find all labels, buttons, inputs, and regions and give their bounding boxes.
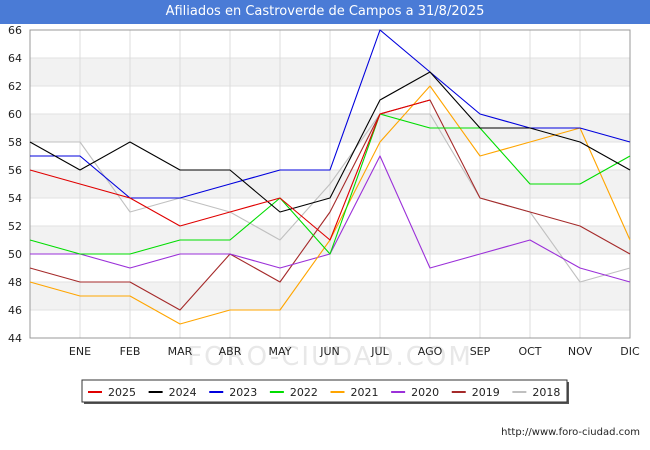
y-tick-label: 54: [8, 192, 22, 205]
y-tick-label: 56: [8, 164, 22, 177]
x-axis-ticks: ENE FEB MAR ABR MAY JUN JUL AGO SEP OCT NOV DIC: [69, 345, 640, 358]
legend-label-2021: 2021: [351, 386, 379, 399]
y-axis-ticks: 44 46 48 50 52 54 56 58 60 62 64 66: [8, 24, 22, 345]
chart-title: Afiliados en Castroverde de Campos a 31/…: [0, 0, 650, 24]
y-tick-label: 60: [8, 108, 22, 121]
source-url: http://www.foro-ciudad.com: [501, 427, 640, 438]
x-tick-label: JUL: [370, 345, 389, 358]
x-tick-label: MAY: [269, 345, 292, 358]
series-line-2019: [29, 99, 631, 311]
x-tick-label: JUN: [319, 345, 340, 358]
legend-box: [81, 379, 568, 403]
series-line-2024: [29, 71, 631, 213]
x-tick-label: NOV: [568, 345, 593, 358]
y-tick-label: 62: [8, 80, 22, 93]
x-tick-label: ENE: [69, 345, 91, 358]
legend-label-2023: 2023: [229, 386, 257, 399]
x-tick-label: MAR: [168, 345, 193, 358]
series-line-2025: [29, 99, 431, 241]
y-tick-label: 66: [8, 24, 22, 37]
x-tick-label: FEB: [120, 345, 141, 358]
legend-label-2019: 2019: [472, 386, 500, 399]
y-tick-label: 64: [8, 52, 22, 65]
legend: 2025 2024 2023 2022 2021 2020 2019 2018: [81, 379, 569, 404]
legend-label-2020: 2020: [411, 386, 439, 399]
legend-label-2024: 2024: [169, 386, 197, 399]
legend-label-2018: 2018: [532, 386, 560, 399]
y-tick-label: 46: [8, 304, 22, 317]
y-tick-label: 44: [8, 332, 22, 345]
y-tick-label: 48: [8, 276, 22, 289]
series-lines: [29, 29, 631, 325]
watermark: FORO-CIUDAD.COM: [187, 342, 473, 372]
x-tick-label: OCT: [518, 345, 541, 358]
y-tick-label: 58: [8, 136, 22, 149]
series-line-2022: [29, 113, 631, 255]
x-tick-label: AGO: [418, 345, 443, 358]
y-tick-label: 50: [8, 248, 22, 261]
x-tick-label: DIC: [620, 345, 640, 358]
legend-label-2025: 2025: [108, 386, 136, 399]
y-tick-label: 52: [8, 220, 22, 233]
plot-border: [29, 29, 631, 339]
legend-label-2022: 2022: [290, 386, 318, 399]
x-tick-label: ABR: [219, 345, 242, 358]
x-tick-label: SEP: [470, 345, 491, 358]
